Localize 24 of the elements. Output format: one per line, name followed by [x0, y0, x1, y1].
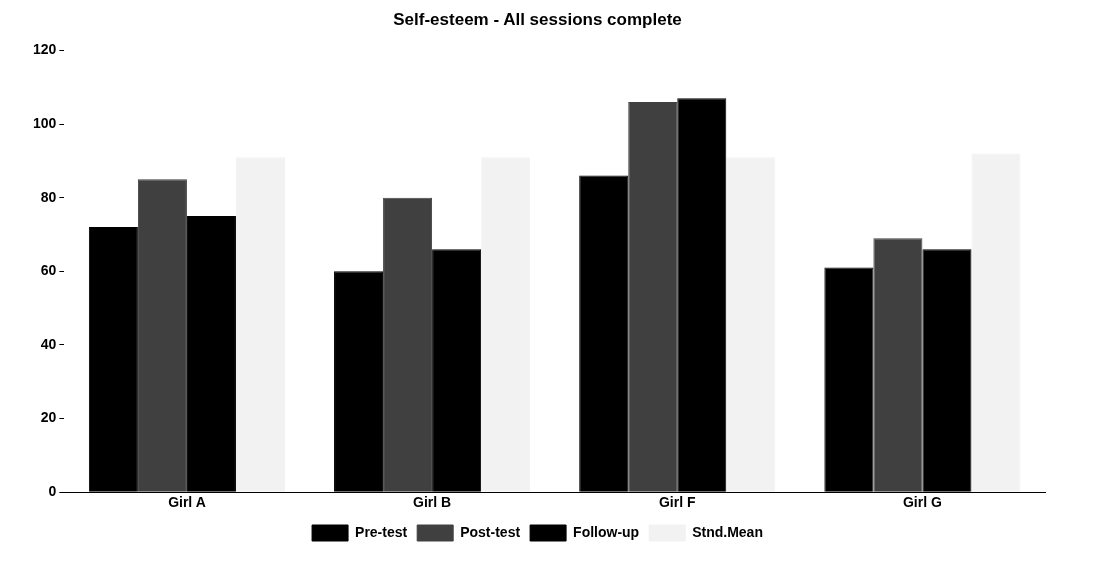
legend-label: Post-test	[460, 523, 521, 540]
y-tick-label: 20	[40, 409, 57, 426]
y-tick-label: 40	[40, 335, 57, 352]
bar	[971, 153, 1021, 492]
bar	[481, 157, 531, 492]
x-tick-label: Girl B	[413, 494, 452, 511]
legend-label: Pre-test	[355, 523, 408, 540]
legend-label: Follow-up	[573, 523, 640, 540]
x-tick-label: Girl F	[658, 494, 696, 511]
bar	[726, 157, 776, 492]
x-tick-label: Girl G	[902, 494, 942, 511]
y-tick-label: 120	[33, 41, 57, 58]
y-tick-label: 100	[33, 114, 57, 131]
bar	[383, 197, 433, 492]
bar	[137, 179, 187, 492]
chart-title: Self-esteem - All sessions complete	[393, 9, 682, 29]
bar	[628, 101, 678, 492]
bar	[235, 157, 285, 492]
x-tick-label: Girl A	[168, 494, 206, 511]
y-tick-label: 0	[48, 483, 57, 500]
y-tick-label: 60	[40, 262, 57, 279]
legend-label: Stnd.Mean	[692, 523, 763, 540]
bar	[873, 238, 923, 492]
y-tick-label: 80	[40, 188, 57, 205]
